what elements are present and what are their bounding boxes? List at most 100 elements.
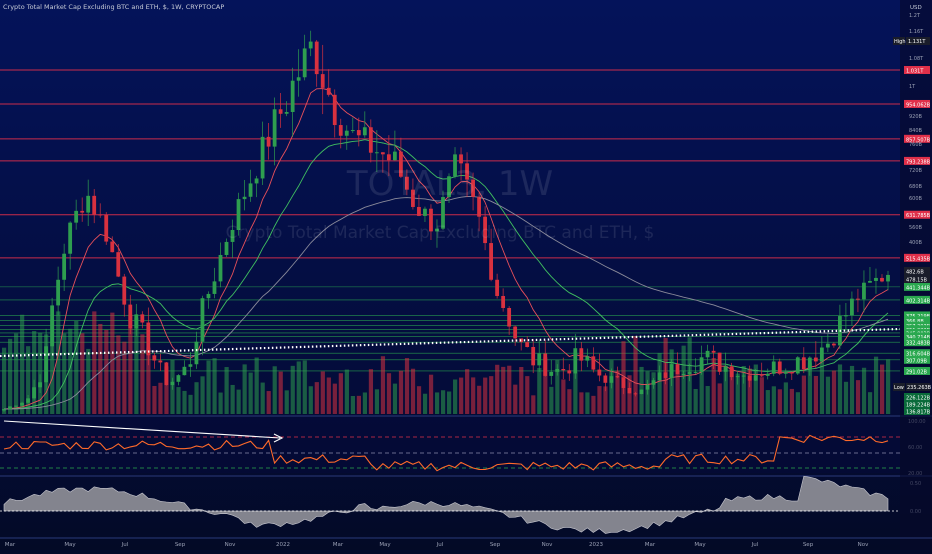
- support-level-7-badge: [904, 332, 930, 341]
- symbol-line: Crypto Total Market Cap Excluding BTC an…: [3, 3, 224, 11]
- volume-bar: [549, 386, 554, 414]
- candle-body: [356, 130, 361, 136]
- candle-body: [56, 279, 61, 306]
- volume-bar: [543, 357, 548, 414]
- price-axis[interactable]: 1.031T 954.062B 857.507B 793.238B 631.785B 51…: [893, 0, 932, 550]
- resistance-level-4-label: 631.785B: [906, 213, 931, 219]
- volume-bar: [206, 360, 211, 414]
- volume-bar: [362, 392, 368, 414]
- time-tick: Jul: [121, 542, 129, 548]
- support-level-0-badge: [904, 282, 930, 291]
- volume-bar: [26, 346, 31, 414]
- ema-long-line: [3, 196, 889, 410]
- volume-bar: [440, 390, 446, 414]
- volume-bar: [182, 390, 187, 414]
- volume-bar: [398, 370, 404, 414]
- volume-bar: [428, 374, 434, 414]
- candle-body: [681, 373, 686, 375]
- support-level-8-label: 332.483B: [906, 341, 931, 347]
- volume-bar: [416, 386, 422, 414]
- time-tick: Sep: [490, 542, 501, 548]
- low-badge-value-bg: [906, 383, 930, 391]
- volume-bar: [519, 367, 524, 414]
- resistance-level-5-badge: [904, 253, 930, 262]
- volume-bar: [122, 341, 127, 414]
- volume-bar: [410, 368, 416, 414]
- volume-bar: [507, 365, 512, 414]
- volume-bar: [74, 320, 79, 414]
- volume-bar: [477, 385, 482, 414]
- volume-bar: [92, 311, 97, 414]
- candle-body: [368, 127, 373, 153]
- volume-bar: [886, 359, 891, 414]
- volume-bar: [735, 373, 740, 414]
- candle-body: [441, 197, 445, 229]
- candle-body: [146, 322, 151, 356]
- volume-bar: [218, 392, 223, 414]
- candle-body: [182, 366, 187, 376]
- volume-bar: [627, 375, 632, 414]
- volume-bar: [573, 372, 578, 414]
- candle-body: [80, 210, 85, 213]
- volume-bar: [266, 391, 271, 414]
- candle-body: [122, 276, 127, 305]
- volume-bar: [296, 361, 301, 414]
- volume-bar: [332, 383, 337, 414]
- price-tick: 1.08T: [909, 56, 924, 62]
- candle-body: [8, 406, 12, 410]
- candle-body: [573, 348, 578, 374]
- lower-level-label-1: 189.224B: [906, 403, 931, 409]
- time-axis[interactable]: Mar May Jul Sep Nov 2022 Mar May Jul Sep Nov 2023 Ma…: [0, 537, 932, 548]
- candle-body: [856, 298, 860, 300]
- volume-bar: [146, 347, 151, 414]
- candle-body: [639, 389, 644, 395]
- candle-body: [116, 252, 121, 277]
- volume-bar: [134, 317, 139, 414]
- candle-body: [254, 178, 259, 184]
- candle-body: [609, 376, 614, 383]
- candle-body: [765, 373, 770, 376]
- high-badge-value: 1.131T: [908, 39, 926, 45]
- candle-body: [230, 229, 235, 242]
- candle-body: [489, 243, 494, 280]
- price-tick: 680B: [909, 184, 923, 190]
- lower-level-badge-1: [904, 400, 930, 408]
- volume-bar: [465, 369, 470, 414]
- volume-bar: [471, 377, 476, 414]
- price-tick: 720B: [909, 168, 923, 174]
- resistance-level-0-badge: [904, 66, 930, 74]
- time-tick: Sep: [175, 542, 186, 548]
- volume-bar: [164, 366, 169, 414]
- time-tick: 2023: [589, 542, 603, 548]
- candle-body: [561, 368, 566, 371]
- volume-bar: [422, 393, 428, 414]
- price-tick: 600B: [909, 196, 923, 202]
- candle-body: [344, 130, 349, 136]
- candle-body: [320, 74, 325, 88]
- candle-body: [483, 216, 487, 244]
- candle-body: [92, 195, 97, 215]
- time-tick: Sep: [803, 542, 814, 548]
- candle-body: [753, 375, 758, 381]
- volume-bar: [290, 365, 295, 414]
- volume-bar: [284, 390, 289, 414]
- candle-body: [26, 398, 30, 403]
- candle-body: [819, 347, 824, 362]
- price-tick: 920B: [909, 114, 923, 120]
- time-tick: Jul: [751, 542, 759, 548]
- volume-bar: [14, 333, 19, 414]
- resistance-level-4-badge: [904, 210, 930, 219]
- volume-bar: [338, 373, 343, 414]
- watermark: TOTAL3, 1W Crypto Total Market Cap Exclu…: [226, 164, 655, 243]
- volume-bar: [597, 386, 602, 414]
- support-level-9-label: 316.604B: [906, 352, 931, 358]
- time-tick: Nov: [542, 542, 553, 548]
- candle-body: [194, 341, 199, 365]
- volume-bar: [326, 377, 331, 414]
- currency-label: USD: [910, 5, 922, 11]
- time-tick: May: [694, 542, 706, 548]
- resistance-level-1-label: 954.062B: [906, 102, 931, 108]
- volume-bar: [158, 382, 163, 414]
- candle-body: [386, 154, 391, 161]
